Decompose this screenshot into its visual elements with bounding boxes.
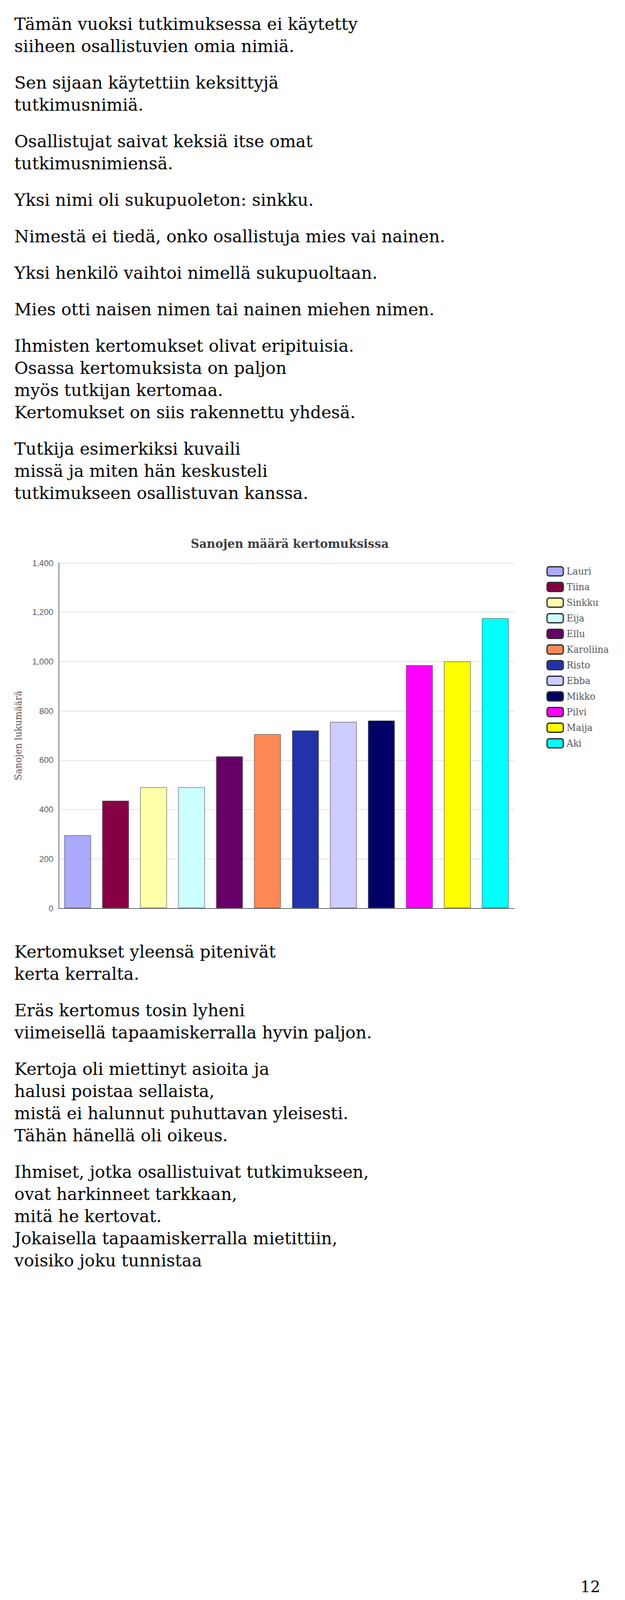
svg-text:mistä ei halunnut puhuttavan y: mistä ei halunnut puhuttavan yleisesti. bbox=[14, 1102, 349, 1123]
svg-text:Jokaisella tapaamiskerralla mi: Jokaisella tapaamiskerralla mietittiin, bbox=[12, 1227, 338, 1248]
svg-text:0: 0 bbox=[48, 902, 54, 913]
svg-text:siiheen osallistuvien omia nim: siiheen osallistuvien omia nimiä. bbox=[14, 36, 295, 56]
svg-text:Sen sijaan käytettiin keksitty: Sen sijaan käytettiin keksittyjä bbox=[14, 72, 279, 93]
svg-text:halusi poistaa sellaista,: halusi poistaa sellaista, bbox=[14, 1080, 215, 1101]
svg-text:800: 800 bbox=[39, 705, 54, 716]
svg-text:Aki: Aki bbox=[565, 737, 583, 749]
svg-text:mitä he kertovat.: mitä he kertovat. bbox=[14, 1205, 162, 1226]
svg-text:Sanojen lukumäärä: Sanojen lukumäärä bbox=[13, 690, 24, 780]
svg-text:Karoliina: Karoliina bbox=[566, 643, 609, 655]
svg-text:Lauri: Lauri bbox=[566, 565, 592, 577]
svg-text:viimeisellä tapaamiskerralla h: viimeisellä tapaamiskerralla hyvin paljo… bbox=[13, 1022, 372, 1042]
svg-text:Osassa kertomuksista on paljon: Osassa kertomuksista on paljon bbox=[14, 358, 287, 378]
svg-text:kerta kerralta.: kerta kerralta. bbox=[14, 963, 140, 984]
svg-text:Mies otti naisen nimen tai nai: Mies otti naisen nimen tai nainen miehen… bbox=[14, 299, 435, 320]
svg-text:myös tutkijan kertomaa.: myös tutkijan kertomaa. bbox=[14, 380, 223, 400]
svg-text:Kertomukset yleensä pitenivät: Kertomukset yleensä pitenivät bbox=[14, 941, 277, 961]
svg-text:tutkimusnimiä.: tutkimusnimiä. bbox=[14, 95, 144, 115]
svg-text:Maija: Maija bbox=[566, 722, 593, 733]
svg-text:ovat harkinneet tarkkaan,: ovat harkinneet tarkkaan, bbox=[14, 1183, 237, 1204]
svg-text:Pilvi: Pilvi bbox=[566, 706, 587, 717]
svg-text:missä ja miten hän keskusteli: missä ja miten hän keskusteli bbox=[14, 460, 268, 481]
svg-text:Kertomukset on siis rakennettu: Kertomukset on siis rakennettu yhdesä. bbox=[14, 402, 356, 422]
svg-text:Sanojen määrä kertomuksissa: Sanojen määrä kertomuksissa bbox=[190, 536, 389, 551]
svg-text:Eija: Eija bbox=[566, 612, 584, 624]
svg-text:Eräs kertomus tosin lyheni: Eräs kertomus tosin lyheni bbox=[14, 1000, 245, 1020]
svg-text:Ellu: Ellu bbox=[566, 628, 585, 639]
svg-text:Tähän hänellä oli oikeus.: Tähän hänellä oli oikeus. bbox=[14, 1125, 228, 1145]
svg-text:Tutkija esimerkiksi kuvaili: Tutkija esimerkiksi kuvaili bbox=[14, 438, 241, 459]
svg-text:Risto: Risto bbox=[566, 659, 590, 670]
svg-text:Osallistujat saivat keksiä its: Osallistujat saivat keksiä itse omat bbox=[14, 131, 314, 152]
svg-text:voisiko joku tunnistaa: voisiko joku tunnistaa bbox=[13, 1250, 202, 1270]
svg-text:Ihmisten kertomukset olivat er: Ihmisten kertomukset olivat eripituisia. bbox=[14, 335, 355, 356]
svg-text:Nimestä ei tiedä, onko osallis: Nimestä ei tiedä, onko osallistuja mies … bbox=[14, 226, 446, 247]
svg-text:200: 200 bbox=[39, 853, 54, 864]
svg-text:Yksi henkilö vaihtoi nimellä s: Yksi henkilö vaihtoi nimellä sukupuoltaa… bbox=[13, 263, 378, 283]
svg-text:Tiina: Tiina bbox=[566, 581, 590, 592]
svg-text:12: 12 bbox=[580, 1576, 601, 1596]
svg-text:tutkimukseen osallistuvan kans: tutkimukseen osallistuvan kanssa. bbox=[14, 483, 309, 503]
svg-text:tutkimusnimiensä.: tutkimusnimiensä. bbox=[14, 153, 174, 174]
svg-text:1,200: 1,200 bbox=[31, 606, 54, 617]
svg-text:Tämän vuoksi tutkimuksessa ei: Tämän vuoksi tutkimuksessa ei käytetty bbox=[14, 14, 359, 34]
svg-text:Mikko: Mikko bbox=[566, 690, 596, 702]
svg-text:Ihmiset, jotka osallistuivat t: Ihmiset, jotka osallistuivat tutkimuksee… bbox=[14, 1161, 370, 1181]
svg-text:1,400: 1,400 bbox=[31, 557, 54, 568]
svg-text:Sinkku: Sinkku bbox=[566, 597, 599, 608]
svg-text:Yksi nimi oli sukupuoleton: si: Yksi nimi oli sukupuoleton: sinkku. bbox=[13, 190, 314, 210]
svg-text:Ebba: Ebba bbox=[566, 675, 591, 686]
svg-text:Kertoja oli miettinyt asioita: Kertoja oli miettinyt asioita ja bbox=[14, 1058, 270, 1079]
svg-text:1,000: 1,000 bbox=[31, 656, 54, 667]
svg-text:600: 600 bbox=[39, 754, 54, 765]
svg-text:400: 400 bbox=[39, 804, 54, 814]
